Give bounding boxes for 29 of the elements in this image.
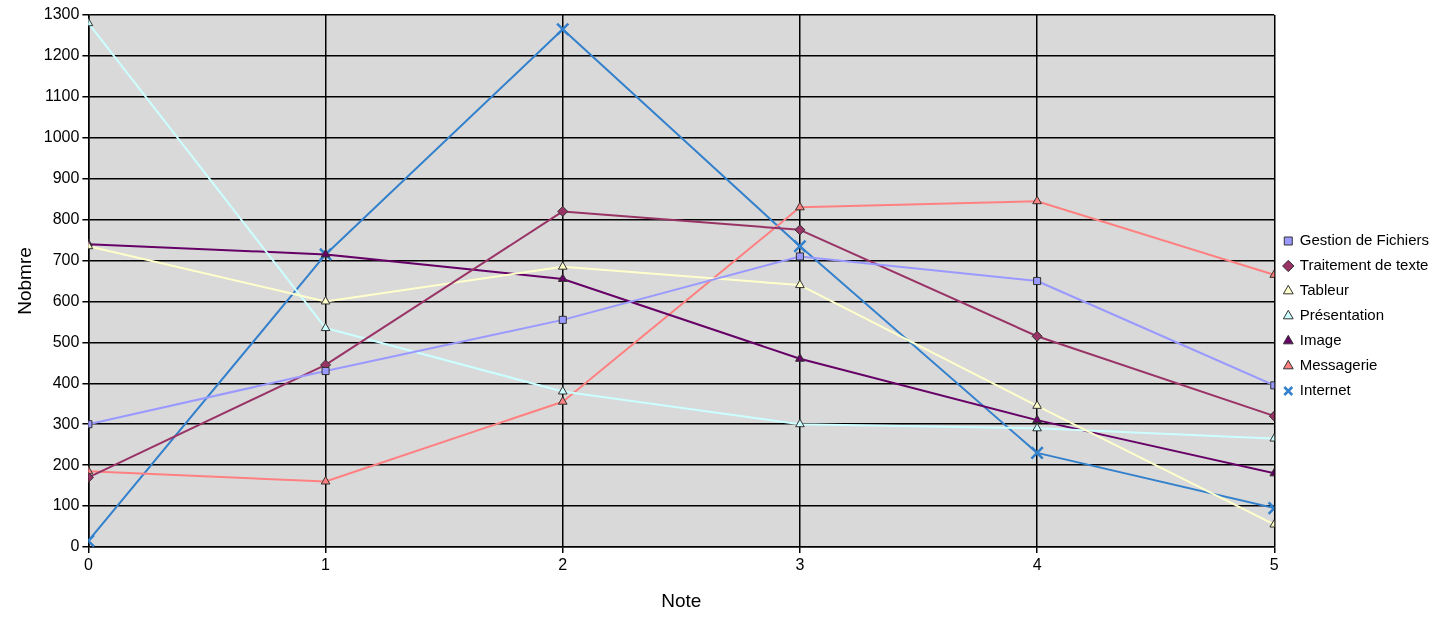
y-tick-label: 700 [52, 250, 80, 268]
legend-label: Internet [1299, 381, 1352, 399]
y-tick-label: 100 [52, 496, 80, 514]
y-tick-label: 900 [52, 169, 80, 187]
y-tick-label: 1000 [43, 128, 80, 146]
legend-label: Tableur [1299, 281, 1349, 299]
legend-label: Présentation [1299, 306, 1385, 324]
legend-label: Image [1299, 331, 1342, 349]
y-tick-label: 200 [52, 455, 80, 473]
y-tick-label: 1300 [43, 5, 80, 23]
y-tick-label: 0 [70, 537, 80, 555]
x-tick-label: 0 [83, 556, 93, 574]
x-tick-label: 1 [321, 556, 331, 574]
x-tick-label: 4 [1032, 556, 1042, 574]
y-tick-label: 400 [52, 373, 80, 391]
legend-label: Messagerie [1299, 356, 1378, 374]
x-tick-label: 3 [795, 556, 805, 574]
x-tick-label: 2 [558, 556, 568, 574]
legend-label: Gestion de Fichiers [1299, 231, 1430, 249]
y-tick-label: 500 [52, 332, 80, 350]
legend-label: Traitement de texte [1299, 256, 1429, 274]
x-tick-label: 5 [1269, 556, 1279, 574]
y-tick-label: 800 [52, 210, 80, 228]
y-tick-label: 1100 [44, 87, 80, 105]
y-tick-label: 600 [52, 291, 80, 309]
y-tick-label: 1200 [43, 46, 80, 64]
x-axis-title: Note [661, 589, 702, 611]
y-axis-title: Nobmre [13, 247, 35, 315]
y-tick-label: 300 [52, 414, 80, 432]
